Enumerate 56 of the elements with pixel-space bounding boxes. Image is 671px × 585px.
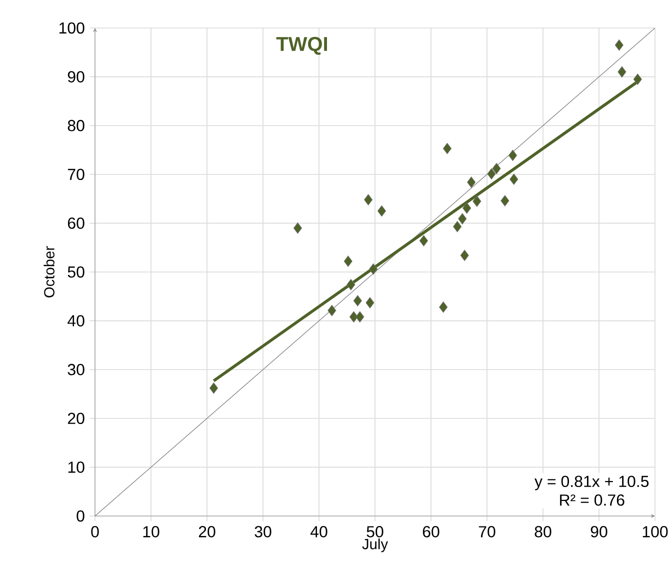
annotation: R² = 0.76	[560, 494, 624, 506]
x-tick-label: 40	[310, 526, 328, 538]
x-axis-title: July	[362, 538, 388, 552]
point	[328, 304, 336, 316]
point	[492, 162, 501, 174]
x-tick-label: 0	[91, 526, 99, 538]
point	[487, 168, 496, 180]
point	[377, 205, 386, 217]
point	[458, 213, 467, 224]
point	[614, 39, 624, 51]
y-tick-label: 90	[68, 71, 84, 82]
point	[366, 297, 374, 308]
point	[472, 196, 482, 207]
x-tick-label: 30	[254, 526, 272, 538]
point	[442, 142, 452, 154]
point	[460, 250, 469, 262]
x-tick-label: 50	[366, 526, 384, 538]
x-tick-label: 60	[422, 526, 440, 538]
y-tick-label: 40	[68, 315, 84, 326]
point	[508, 150, 518, 161]
point	[349, 311, 358, 322]
y-axis-title: October	[44, 246, 54, 298]
y-tick-label: 80	[68, 120, 84, 132]
point	[369, 263, 378, 275]
y-tick-label: 70	[68, 168, 84, 180]
point	[467, 176, 476, 188]
annotation: y = 0.81x + 10.5	[534, 476, 649, 490]
point	[500, 195, 510, 206]
point	[364, 194, 373, 206]
point	[419, 235, 428, 246]
point	[618, 66, 626, 78]
point	[346, 279, 356, 290]
point	[356, 311, 364, 322]
point	[439, 302, 448, 313]
y-tick-label: 60	[68, 218, 84, 229]
y-tick-label: 20	[68, 412, 84, 424]
x-tick-label: 80	[534, 526, 552, 538]
point	[353, 295, 362, 306]
point	[510, 174, 518, 185]
y-tick-label: 100	[59, 22, 84, 34]
x-tick-label: 70	[478, 526, 496, 538]
point	[633, 74, 642, 85]
y-tick-label: 10	[68, 462, 84, 473]
y-tick-label: 30	[68, 364, 84, 376]
point	[344, 256, 352, 267]
point	[293, 222, 302, 234]
x-tick-label: 100	[642, 526, 668, 538]
point	[453, 221, 462, 232]
x-tick-label: 20	[198, 526, 216, 538]
x-tick-label: 90	[590, 526, 608, 538]
chart-title: TWQI	[276, 36, 327, 55]
y-tick-label: 0	[76, 510, 84, 522]
y-tick-label: 50	[68, 266, 84, 278]
x-tick-label: 10	[143, 526, 160, 538]
point	[462, 202, 472, 214]
point	[209, 382, 218, 394]
